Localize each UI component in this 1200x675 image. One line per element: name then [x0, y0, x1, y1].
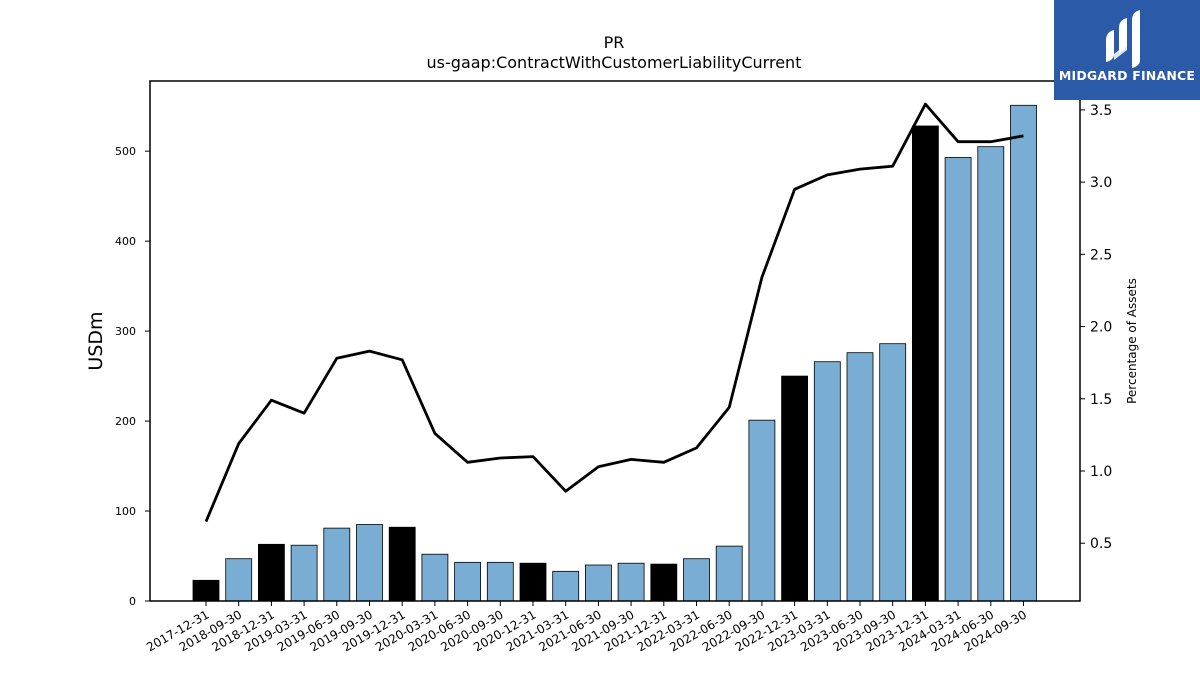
percentage-line	[204, 102, 1024, 523]
bar-2023-03-31	[813, 361, 841, 602]
midgard-logo-icon	[1106, 10, 1140, 68]
y-tick-label: 500	[115, 145, 136, 158]
y2-axis-label: Percentage of Assets	[1125, 278, 1139, 404]
y2-tick-label: 1.0	[1090, 464, 1112, 480]
bar-2022-09-30	[748, 419, 776, 602]
y2-tick-label: 2.5	[1090, 247, 1112, 263]
bar-2019-12-31	[388, 526, 416, 602]
y-tick-label: 200	[115, 415, 136, 428]
y-axis-right: 0.5 1.0 1.5 2.0 2.5 3.0 3.5	[1080, 103, 1112, 552]
chart-subtitle: us-gaap:ContractWithCustomerLiabilityCur…	[427, 53, 802, 72]
x-axis: 2017-12-312018-09-302018-12-312019-03-31…	[144, 601, 1029, 654]
bar-2018-09-30	[225, 558, 253, 602]
line-layer	[204, 102, 1024, 523]
bar-2023-09-30	[879, 343, 907, 602]
brand-logo: MIDGARD FINANCE	[1054, 0, 1200, 100]
y-axis-label: USDm	[85, 311, 107, 370]
y-tick-label: 300	[115, 325, 136, 338]
y-axis-left: 0 100 200 300 400 500	[115, 145, 150, 608]
bar-2019-03-31	[290, 544, 318, 602]
bar-2018-12-31	[257, 543, 285, 602]
y2-tick-label: 3.5	[1090, 103, 1112, 119]
bar-2020-06-30	[454, 561, 482, 602]
bar-2021-06-30	[585, 564, 612, 602]
bar-2024-09-30	[1010, 104, 1037, 602]
bar-2021-09-30	[617, 562, 645, 602]
bar-2017-12-31	[192, 579, 220, 602]
y2-tick-label: 1.5	[1090, 392, 1112, 408]
y-tick-label: 0	[129, 595, 136, 608]
y2-tick-label: 2.0	[1090, 320, 1112, 336]
y2-tick-label: 3.0	[1090, 175, 1112, 191]
y-tick-label: 400	[115, 235, 136, 248]
bar-2024-06-30	[977, 146, 1005, 602]
chart-title: PR	[604, 33, 625, 52]
y-tick-label: 100	[115, 505, 136, 518]
bar-2024-03-31	[944, 157, 972, 602]
bar-2023-06-30	[846, 352, 874, 602]
bar-2021-12-31	[650, 563, 678, 602]
bar-2019-06-30	[323, 527, 351, 602]
y2-tick-label: 0.5	[1090, 536, 1112, 552]
bar-2022-12-31	[781, 375, 808, 602]
bar-2022-06-30	[715, 545, 743, 602]
bar-2020-09-30	[486, 561, 514, 602]
bar-2023-12-31	[912, 125, 939, 602]
logo-text: MIDGARD FINANCE	[1058, 68, 1196, 83]
bars-layer	[192, 104, 1037, 602]
bar-2020-12-31	[519, 562, 547, 602]
bar-2020-03-31	[421, 553, 449, 602]
bar-2021-03-31	[552, 570, 580, 602]
bar-2022-03-31	[683, 558, 710, 602]
plot-frame	[149, 80, 1081, 602]
bar-2019-09-30	[356, 524, 383, 602]
